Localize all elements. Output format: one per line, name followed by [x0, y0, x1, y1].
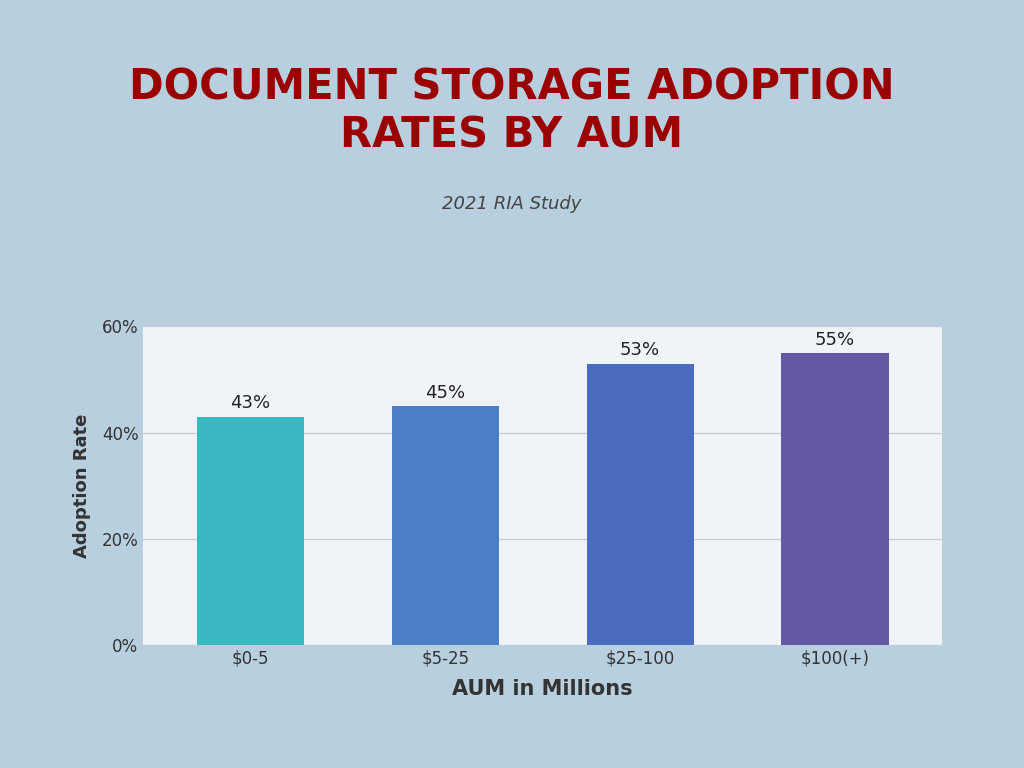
- Text: 53%: 53%: [621, 341, 660, 359]
- X-axis label: AUM in Millions: AUM in Millions: [453, 679, 633, 699]
- Bar: [392, 406, 499, 645]
- Text: 2021 RIA Study: 2021 RIA Study: [442, 194, 582, 213]
- Bar: [587, 363, 693, 645]
- Text: 43%: 43%: [230, 395, 270, 412]
- Text: 45%: 45%: [425, 384, 465, 402]
- Bar: [197, 417, 304, 645]
- Text: DOCUMENT STORAGE ADOPTION
RATES BY AUM: DOCUMENT STORAGE ADOPTION RATES BY AUM: [129, 66, 895, 157]
- Y-axis label: Adoption Rate: Adoption Rate: [73, 414, 91, 558]
- Text: 55%: 55%: [815, 331, 855, 349]
- Bar: [781, 353, 889, 645]
